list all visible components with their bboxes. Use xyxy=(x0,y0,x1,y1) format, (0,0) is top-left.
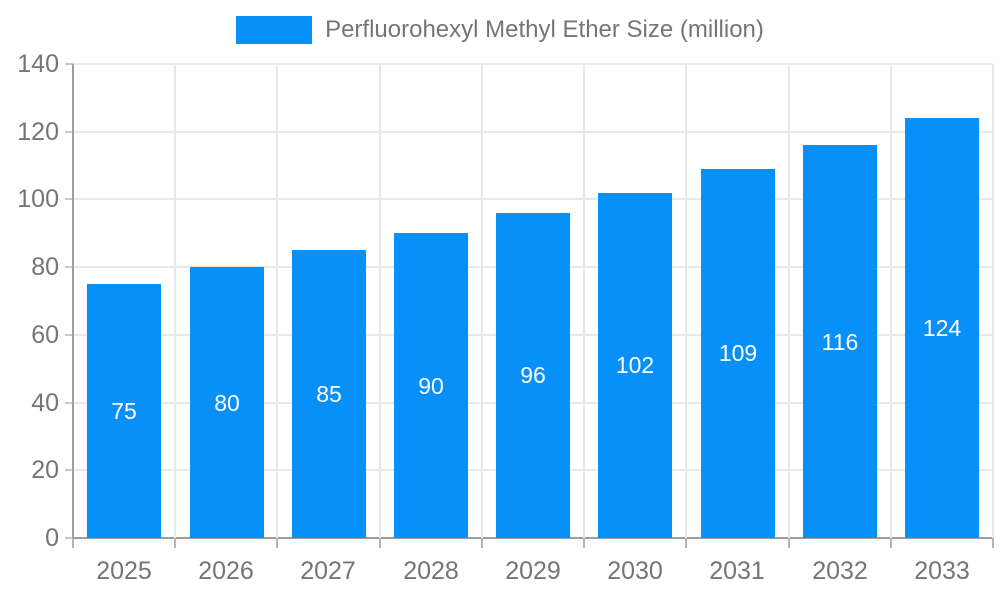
x-tick-label: 2030 xyxy=(607,557,663,585)
x-axis-tick xyxy=(481,538,483,548)
bar-value-label: 75 xyxy=(111,398,137,424)
y-tick-label: 60 xyxy=(31,321,59,349)
x-tick-label: 2033 xyxy=(914,557,970,585)
y-axis-tick xyxy=(65,266,73,268)
bar-2032[interactable] xyxy=(803,145,877,538)
x-axis-tick xyxy=(890,538,892,548)
y-axis-tick xyxy=(65,198,73,200)
x-gridline xyxy=(276,64,278,538)
x-gridline xyxy=(890,64,892,538)
y-tick-label: 100 xyxy=(17,185,59,213)
y-axis-line xyxy=(72,64,74,538)
x-gridline xyxy=(174,64,176,538)
legend-swatch xyxy=(236,16,313,44)
y-axis-tick xyxy=(65,63,73,65)
x-axis-tick xyxy=(685,538,687,548)
x-axis-tick xyxy=(788,538,790,548)
x-tick-label: 2029 xyxy=(505,557,561,585)
y-axis-tick xyxy=(65,131,73,133)
bar-2033[interactable] xyxy=(905,118,979,538)
bar-value-label: 124 xyxy=(922,315,962,341)
x-gridline xyxy=(788,64,790,538)
x-tick-label: 2026 xyxy=(198,557,254,585)
bar-value-label: 102 xyxy=(615,352,655,378)
y-tick-label: 40 xyxy=(31,389,59,417)
bar-value-label: 80 xyxy=(214,390,240,416)
y-tick-label: 80 xyxy=(31,253,59,281)
y-gridline xyxy=(73,198,993,200)
x-tick-label: 2032 xyxy=(812,557,868,585)
x-axis-tick xyxy=(379,538,381,548)
y-axis-tick xyxy=(65,402,73,404)
bar-2029[interactable] xyxy=(496,213,570,538)
bar-value-label: 116 xyxy=(821,329,859,355)
bar-value-label: 90 xyxy=(418,373,444,399)
y-gridline xyxy=(73,63,993,65)
bar-value-label: 96 xyxy=(520,362,546,388)
y-tick-label: 0 xyxy=(45,524,59,552)
x-gridline xyxy=(685,64,687,538)
x-gridline xyxy=(379,64,381,538)
bar-2031[interactable] xyxy=(701,169,775,538)
bar-2026[interactable] xyxy=(190,267,264,538)
x-axis-line xyxy=(73,537,993,539)
x-tick-label: 2025 xyxy=(96,557,152,585)
x-axis-tick xyxy=(72,538,74,548)
bar-2025[interactable] xyxy=(87,284,161,538)
bar-value-label: 85 xyxy=(316,381,342,407)
y-axis-tick xyxy=(65,334,73,336)
y-tick-label: 140 xyxy=(17,50,59,78)
y-gridline xyxy=(73,131,993,133)
x-tick-label: 2031 xyxy=(709,557,765,585)
y-axis-tick xyxy=(65,537,73,539)
bar-value-label: 109 xyxy=(718,340,758,366)
x-axis-tick xyxy=(583,538,585,548)
x-gridline xyxy=(481,64,483,538)
legend[interactable]: Perfluorohexyl Methyl Ether Size (millio… xyxy=(0,16,1000,44)
x-gridline xyxy=(583,64,585,538)
legend-label: Perfluorohexyl Methyl Ether Size (millio… xyxy=(325,16,764,43)
x-axis-tick xyxy=(174,538,176,548)
y-tick-label: 20 xyxy=(31,456,59,484)
y-tick-label: 120 xyxy=(17,118,59,146)
x-axis-tick xyxy=(992,538,994,548)
x-tick-label: 2028 xyxy=(403,557,459,585)
y-axis-tick xyxy=(65,469,73,471)
x-gridline xyxy=(992,64,994,538)
x-axis-tick xyxy=(276,538,278,548)
x-tick-label: 2027 xyxy=(300,557,356,585)
bar-2027[interactable] xyxy=(292,250,366,538)
bar-2028[interactable] xyxy=(394,233,468,538)
bar-2030[interactable] xyxy=(598,193,672,538)
